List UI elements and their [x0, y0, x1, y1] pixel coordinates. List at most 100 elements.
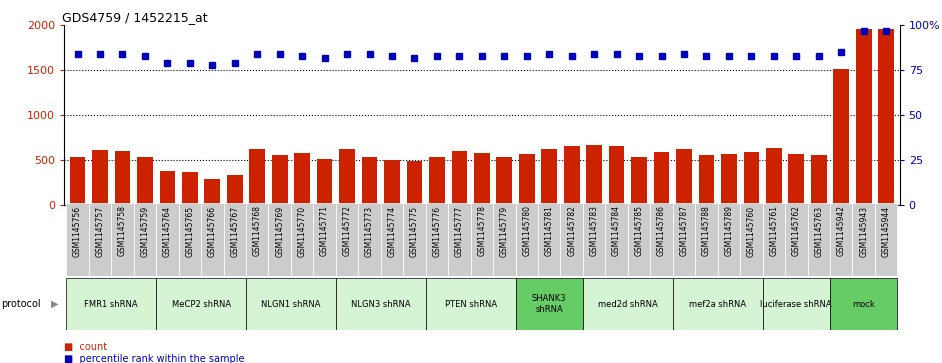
Text: GSM1145769: GSM1145769: [275, 205, 284, 257]
Bar: [134, 203, 156, 276]
Text: GSM1145787: GSM1145787: [679, 205, 689, 256]
Bar: [384, 160, 399, 205]
Bar: [654, 152, 670, 205]
Text: GSM1145765: GSM1145765: [186, 205, 194, 257]
Bar: [227, 175, 243, 205]
Text: GSM1145786: GSM1145786: [657, 205, 666, 256]
Bar: [223, 203, 246, 276]
Bar: [471, 203, 493, 276]
Bar: [182, 172, 198, 205]
Bar: [650, 203, 673, 276]
Text: GSM1145776: GSM1145776: [432, 205, 442, 257]
Bar: [451, 151, 467, 205]
Bar: [448, 203, 471, 276]
Bar: [294, 153, 310, 205]
Text: NLGN1 shRNA: NLGN1 shRNA: [261, 299, 320, 309]
Bar: [339, 150, 355, 205]
Text: GSM1145781: GSM1145781: [544, 205, 554, 256]
Text: GSM1145760: GSM1145760: [747, 205, 755, 257]
Bar: [586, 145, 602, 205]
Bar: [718, 203, 740, 276]
Text: GSM1145784: GSM1145784: [612, 205, 621, 256]
Bar: [493, 203, 515, 276]
Text: protocol: protocol: [1, 299, 41, 309]
Text: GSM1145766: GSM1145766: [208, 205, 217, 257]
Text: GSM1145778: GSM1145778: [478, 205, 486, 256]
Bar: [272, 155, 287, 205]
Text: GSM1145785: GSM1145785: [635, 205, 643, 256]
Bar: [426, 278, 515, 330]
Bar: [362, 158, 378, 205]
Text: GSM1145768: GSM1145768: [252, 205, 262, 256]
Bar: [583, 278, 673, 330]
Bar: [515, 203, 538, 276]
Bar: [515, 278, 583, 330]
Text: GSM1145775: GSM1145775: [410, 205, 419, 257]
Bar: [721, 154, 737, 205]
Bar: [740, 203, 763, 276]
Text: GSM1145771: GSM1145771: [320, 205, 329, 256]
Text: GSM1145779: GSM1145779: [500, 205, 509, 257]
Bar: [676, 150, 691, 205]
Bar: [92, 150, 107, 205]
Bar: [875, 203, 898, 276]
Bar: [788, 154, 804, 205]
Bar: [496, 158, 512, 205]
Text: GSM1145777: GSM1145777: [455, 205, 463, 257]
Bar: [159, 171, 175, 205]
Text: GSM1145759: GSM1145759: [140, 205, 150, 257]
Bar: [70, 158, 86, 205]
Text: luciferase shRNA: luciferase shRNA: [760, 299, 832, 309]
Bar: [314, 203, 336, 276]
Bar: [542, 149, 557, 205]
Text: ■  percentile rank within the sample: ■ percentile rank within the sample: [64, 354, 245, 363]
Bar: [336, 203, 358, 276]
Bar: [564, 146, 579, 205]
Bar: [853, 203, 875, 276]
Bar: [89, 203, 111, 276]
Bar: [673, 203, 695, 276]
Bar: [66, 203, 89, 276]
Text: GSM1145761: GSM1145761: [770, 205, 778, 256]
Bar: [111, 203, 134, 276]
Bar: [834, 69, 849, 205]
Bar: [609, 146, 625, 205]
Bar: [246, 203, 268, 276]
Bar: [856, 29, 871, 205]
Text: GSM1145789: GSM1145789: [724, 205, 734, 256]
Bar: [156, 203, 179, 276]
Bar: [606, 203, 627, 276]
Bar: [358, 203, 381, 276]
Bar: [631, 156, 647, 205]
Bar: [474, 153, 490, 205]
Bar: [807, 203, 830, 276]
Text: GSM1145764: GSM1145764: [163, 205, 171, 257]
Text: GSM1145943: GSM1145943: [859, 205, 869, 257]
Bar: [429, 156, 445, 205]
Text: GSM1145757: GSM1145757: [95, 205, 105, 257]
Bar: [627, 203, 650, 276]
Text: GSM1145783: GSM1145783: [590, 205, 598, 256]
Bar: [381, 203, 403, 276]
Bar: [115, 151, 130, 205]
Bar: [785, 203, 807, 276]
Bar: [268, 203, 291, 276]
Text: MeCP2 shRNA: MeCP2 shRNA: [171, 299, 231, 309]
Text: GSM1145767: GSM1145767: [230, 205, 239, 257]
Bar: [156, 278, 246, 330]
Bar: [179, 203, 201, 276]
Bar: [743, 152, 759, 205]
Text: GSM1145774: GSM1145774: [387, 205, 397, 257]
Bar: [699, 155, 714, 205]
Text: GSM1145756: GSM1145756: [73, 205, 82, 257]
Bar: [407, 161, 422, 205]
Bar: [336, 278, 426, 330]
Bar: [560, 203, 583, 276]
Text: NLGN3 shRNA: NLGN3 shRNA: [351, 299, 411, 309]
Text: GSM1145782: GSM1145782: [567, 205, 577, 256]
Text: GSM1145762: GSM1145762: [792, 205, 801, 256]
Bar: [766, 148, 782, 205]
Text: GSM1145772: GSM1145772: [343, 205, 351, 256]
Bar: [811, 155, 827, 205]
Text: GSM1145788: GSM1145788: [702, 205, 711, 256]
